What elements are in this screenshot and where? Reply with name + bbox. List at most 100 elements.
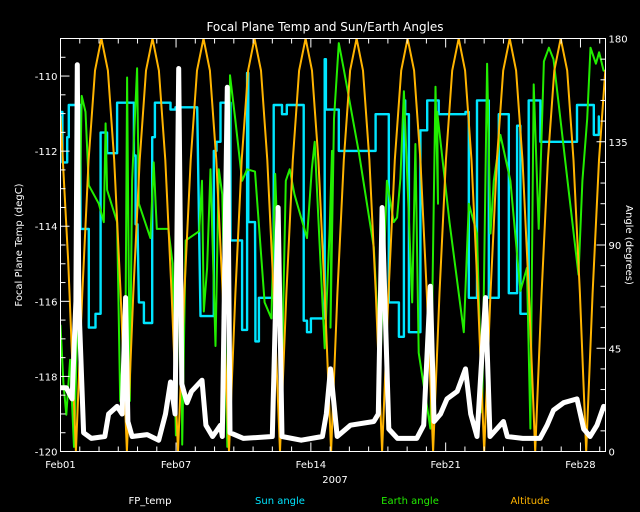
data-point-altitude — [502, 70, 504, 72]
y-tick-label: -110 — [35, 72, 58, 83]
data-point-sun-angle — [374, 113, 377, 115]
data-point-sun-angle — [66, 161, 68, 163]
data-point-earth-angle — [329, 228, 331, 230]
data-point-fp-temp — [476, 435, 478, 438]
data-point-sun-angle — [154, 102, 156, 104]
data-point-earth-angle — [602, 70, 605, 72]
data-point-earth-angle — [198, 230, 200, 232]
data-point-sun-angle — [306, 320, 308, 322]
data-point-fp-temp — [104, 435, 106, 438]
data-point-earth-angle — [429, 427, 432, 430]
data-point-altitude — [566, 70, 568, 72]
data-point-earth-angle — [270, 317, 272, 320]
data-point-fp-temp — [226, 86, 228, 88]
data-point-earth-angle — [81, 95, 83, 97]
data-point-fp-temp — [429, 285, 431, 287]
data-point-sun-angle — [388, 113, 390, 115]
data-point-sun-angle — [99, 131, 102, 134]
data-point-earth-angle — [486, 63, 488, 65]
data-point-sun-angle — [516, 125, 518, 127]
data-point-sun-angle — [464, 111, 467, 113]
data-point-fp-temp — [489, 435, 491, 438]
data-point-earth-angle — [171, 262, 174, 264]
data-point-earth-angle — [331, 150, 333, 152]
data-point-fp-temp — [388, 428, 390, 430]
data-point-earth-angle — [589, 47, 592, 49]
data-point-earth-angle — [203, 310, 205, 313]
data-point-altitude — [177, 450, 179, 451]
series-layer — [61, 39, 605, 451]
data-point-sun-angle — [593, 104, 595, 106]
data-point-earth-angle — [234, 118, 236, 120]
data-point-sun-angle — [303, 104, 305, 106]
data-point-sun-angle — [286, 104, 288, 106]
data-point-sun-angle — [258, 340, 260, 342]
data-point-altitude — [158, 70, 160, 72]
data-point-altitude — [458, 39, 459, 40]
data-point-sun-angle — [61, 111, 64, 113]
data-point-altitude — [496, 159, 498, 161]
legend-entry: Sun angle — [255, 496, 305, 507]
data-point-sun-angle — [593, 134, 595, 136]
data-point-earth-angle — [61, 324, 62, 326]
data-point-sun-angle — [116, 152, 118, 154]
data-point-fp-temp — [602, 405, 605, 408]
data-point-fp-temp — [61, 387, 62, 389]
data-point-sun-angle — [374, 150, 377, 152]
data-point-sun-angle — [508, 113, 510, 115]
data-point-fp-temp — [583, 428, 585, 430]
data-point-earth-angle — [175, 434, 177, 437]
data-point-fp-temp — [242, 437, 245, 439]
data-point-altitude — [196, 70, 198, 72]
data-point-sun-angle — [539, 99, 542, 102]
data-point-earth-angle — [104, 122, 107, 124]
x-tick-label: Feb07 — [161, 460, 191, 471]
data-point-earth-angle — [126, 76, 128, 79]
data-point-fp-temp — [127, 420, 129, 423]
data-point-sun-angle — [169, 102, 172, 104]
data-point-altitude — [94, 70, 96, 72]
data-point-sun-angle — [68, 104, 70, 106]
data-point-fp-temp — [271, 435, 273, 438]
y-tick-label: -118 — [35, 372, 58, 383]
data-point-fp-temp — [552, 409, 555, 411]
x-tick-label: Feb14 — [296, 460, 326, 471]
data-point-fp-temp — [381, 206, 383, 209]
data-point-earth-angle — [476, 232, 478, 235]
data-point-fp-temp — [65, 387, 67, 389]
data-point-fp-temp — [464, 368, 467, 370]
data-point-earth-angle — [437, 203, 439, 205]
data-point-sun-angle — [419, 129, 422, 131]
data-point-altitude — [260, 70, 262, 72]
data-point-altitude — [368, 159, 370, 161]
data-point-earth-angle — [311, 168, 313, 170]
data-point-sun-angle — [281, 113, 283, 115]
data-point-fp-temp — [76, 64, 78, 66]
data-point-altitude — [126, 450, 128, 451]
data-point-altitude — [209, 70, 211, 72]
data-point-sun-angle — [143, 322, 145, 324]
data-point-sun-angle — [88, 228, 90, 230]
data-point-sun-angle — [246, 329, 248, 331]
data-point-sun-angle — [426, 99, 428, 102]
data-point-earth-angle — [499, 134, 501, 136]
data-point-fp-temp — [300, 439, 302, 441]
data-point-fp-temp — [329, 368, 332, 370]
data-point-fp-temp — [212, 435, 214, 438]
legend-entry: Earth angle — [381, 496, 439, 507]
data-point-fp-temp — [277, 206, 279, 209]
data-point-sun-angle — [66, 136, 68, 138]
data-point-sun-angle — [576, 104, 578, 106]
data-point-earth-angle — [246, 168, 248, 170]
data-point-altitude — [88, 159, 90, 161]
data-point-fp-temp — [433, 420, 435, 423]
data-point-sun-angle — [68, 136, 70, 138]
data-point-altitude — [215, 159, 217, 161]
data-point-altitude — [343, 159, 345, 161]
data-point-earth-angle — [529, 427, 531, 430]
data-point-sun-angle — [254, 297, 256, 299]
data-point-sun-angle — [516, 292, 518, 294]
data-point-altitude — [247, 70, 249, 72]
data-point-sun-angle — [88, 327, 90, 329]
data-point-earth-angle — [226, 446, 228, 448]
